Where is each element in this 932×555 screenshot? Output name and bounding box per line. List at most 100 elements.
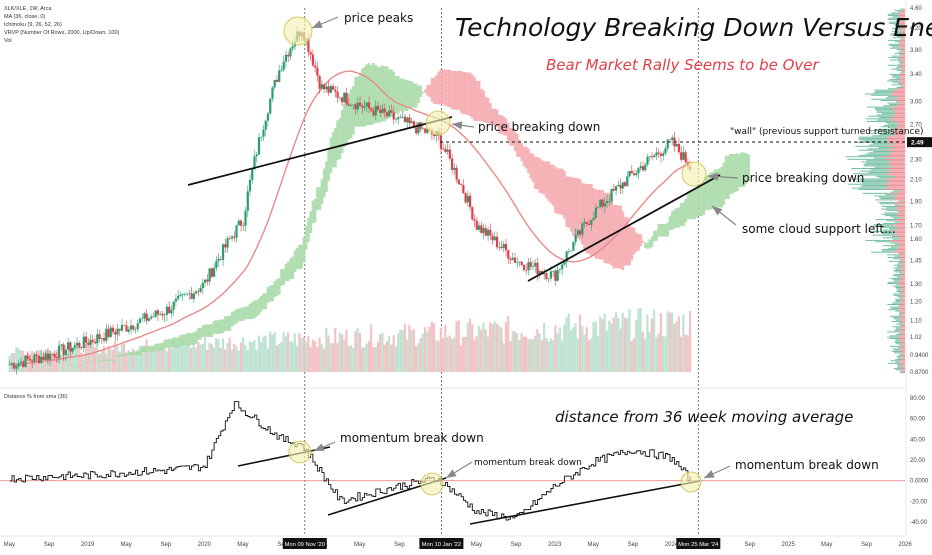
vrvp-row-down xyxy=(898,331,905,333)
volume-bar xyxy=(226,343,229,372)
volume-bar xyxy=(666,311,669,372)
candle xyxy=(183,292,186,297)
cloud-segment xyxy=(524,146,528,169)
vrvp-row-down xyxy=(900,81,905,83)
candle xyxy=(376,101,380,112)
candle-body xyxy=(37,355,41,364)
vrvp-row-up xyxy=(895,328,902,330)
vrvp-row-down xyxy=(899,338,905,340)
candle xyxy=(287,51,290,63)
candle-body xyxy=(161,313,164,316)
candle xyxy=(262,124,265,141)
cloud-segment xyxy=(655,230,658,241)
candle-body xyxy=(289,48,292,57)
vrvp-row-up xyxy=(880,100,896,102)
cloud-segment xyxy=(585,184,589,254)
candle xyxy=(221,243,225,266)
vrvp-row-up xyxy=(894,264,901,266)
candle xyxy=(273,79,276,90)
vrvp-row-up xyxy=(870,132,892,134)
candle-body xyxy=(129,325,133,330)
vrvp-row-down xyxy=(901,358,905,360)
vrvp-row-up xyxy=(855,181,887,183)
candle xyxy=(170,305,173,318)
candle xyxy=(150,314,153,321)
legend-vol[interactable]: Vol xyxy=(4,38,12,44)
volume-bar xyxy=(679,336,683,372)
candle xyxy=(37,354,41,365)
candle-body xyxy=(565,251,568,263)
vrvp-row-up xyxy=(895,221,902,223)
vrvp-row-up xyxy=(858,188,888,190)
vrvp-row-down xyxy=(901,221,905,223)
candle xyxy=(78,340,81,349)
cloud-segment xyxy=(259,295,263,312)
cloud-segment xyxy=(266,287,270,303)
candle-body xyxy=(671,137,674,141)
vrvp-row-up xyxy=(896,69,902,71)
cloud-segment xyxy=(538,158,542,193)
cloud-segment xyxy=(531,153,535,183)
vrvp-row-down xyxy=(898,18,905,20)
candle xyxy=(671,134,674,146)
vrvp-row-down xyxy=(902,347,905,349)
vrvp-row-up xyxy=(897,66,903,68)
legend-oscillator[interactable]: Distance % from sma (36) xyxy=(4,394,68,400)
cloud-segment xyxy=(145,346,149,352)
volume-bar xyxy=(192,339,195,372)
cloud-segment xyxy=(185,332,189,346)
vrvp-row-down xyxy=(895,196,905,198)
candle-body xyxy=(390,110,393,113)
arrow-head xyxy=(452,121,463,130)
volume-bar xyxy=(282,331,285,372)
vrvp-row-down xyxy=(898,13,905,15)
vrvp-row-down xyxy=(903,50,905,52)
volume-bar xyxy=(578,314,582,372)
volume-bar xyxy=(453,337,456,372)
cloud-segment xyxy=(87,362,90,363)
vrvp-row-up xyxy=(891,321,900,323)
vrvp-row-down xyxy=(902,322,905,324)
volume-bar xyxy=(179,338,182,372)
candle-body xyxy=(318,75,321,89)
vrvp-row-down xyxy=(901,49,905,51)
vrvp-row-up xyxy=(888,56,899,58)
cloud-segment xyxy=(560,168,564,215)
candle-body xyxy=(271,87,274,99)
candle-body xyxy=(96,334,99,344)
legend-ma[interactable]: MA (36, close, 0) xyxy=(4,14,45,20)
volume-bar xyxy=(208,343,211,372)
volume-bar xyxy=(125,353,128,372)
vrvp-row-up xyxy=(897,211,903,213)
candle xyxy=(338,97,341,101)
cloud-segment xyxy=(156,343,160,351)
vrvp-row-down xyxy=(901,288,905,290)
cloud-segment xyxy=(69,363,72,365)
candle xyxy=(424,127,427,134)
candle-body xyxy=(675,143,678,147)
cloud-segment xyxy=(129,352,133,356)
legend-symbol[interactable]: XLK/XLE, 1W, Arca xyxy=(4,6,52,12)
volume-bar xyxy=(340,334,344,372)
vrvp-row-up xyxy=(891,76,901,78)
volume-bar xyxy=(266,348,269,372)
legend-vrvp[interactable]: VRVP (Number Of Rows, 2000, Up/Down, 100… xyxy=(4,30,120,36)
cloud-segment xyxy=(630,227,634,261)
candle-body xyxy=(502,243,505,249)
vrvp-row-down xyxy=(901,287,905,289)
candle-body xyxy=(145,313,148,321)
legend-ichimoku[interactable]: Ichimoku (9, 26, 52, 26) xyxy=(4,22,62,28)
vrvp-row-up xyxy=(884,215,898,217)
cloud-segment xyxy=(167,338,171,348)
vrvp-row-down xyxy=(902,200,905,202)
vrvp-row-down xyxy=(897,220,905,222)
vrvp-row-up xyxy=(896,101,902,103)
volume-bar xyxy=(320,343,323,372)
volume-bar xyxy=(210,344,213,372)
vrvp-row-down xyxy=(888,140,905,142)
cloud-segment xyxy=(120,354,124,357)
cloud-segment xyxy=(291,256,295,279)
vrvp-row-up xyxy=(872,234,893,236)
cloud-segment xyxy=(583,183,587,250)
vrvp-row-down xyxy=(900,330,905,332)
